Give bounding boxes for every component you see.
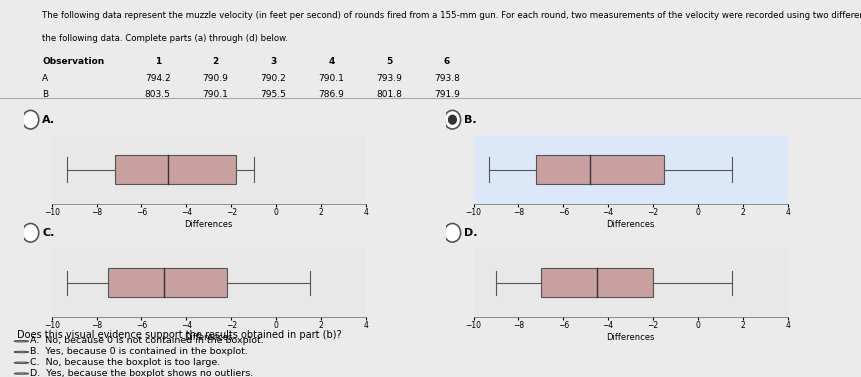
Text: 6: 6 <box>444 57 450 66</box>
Circle shape <box>14 373 28 374</box>
Text: 1: 1 <box>155 57 161 66</box>
Text: A.  No, because 0 is not contained in the boxplot.: A. No, because 0 is not contained in the… <box>30 336 263 345</box>
Circle shape <box>444 224 461 242</box>
Bar <box>536 155 665 184</box>
Text: 790.1: 790.1 <box>319 74 344 83</box>
Circle shape <box>444 110 461 129</box>
Text: 801.8: 801.8 <box>376 90 402 100</box>
Text: 793.8: 793.8 <box>434 74 460 83</box>
X-axis label: Differences: Differences <box>184 333 233 342</box>
Text: 790.1: 790.1 <box>202 90 228 100</box>
Bar <box>115 155 236 184</box>
X-axis label: Differences: Differences <box>606 333 655 342</box>
Text: 791.9: 791.9 <box>434 90 460 100</box>
Circle shape <box>14 340 28 342</box>
Text: 4: 4 <box>328 57 335 66</box>
Bar <box>108 268 226 297</box>
Text: 786.9: 786.9 <box>319 90 344 100</box>
Text: the following data. Complete parts (a) through (d) below.: the following data. Complete parts (a) t… <box>42 34 288 43</box>
Circle shape <box>22 224 39 242</box>
Text: 795.5: 795.5 <box>261 90 287 100</box>
Text: D.: D. <box>464 228 478 238</box>
Circle shape <box>14 351 28 353</box>
Circle shape <box>22 110 39 129</box>
Text: B: B <box>42 90 48 100</box>
Text: 3: 3 <box>270 57 276 66</box>
Text: B.  Yes, because 0 is contained in the boxplot.: B. Yes, because 0 is contained in the bo… <box>30 347 248 356</box>
Text: 5: 5 <box>386 57 393 66</box>
Text: A.: A. <box>42 115 55 125</box>
Text: 2: 2 <box>213 57 219 66</box>
X-axis label: Differences: Differences <box>606 219 655 228</box>
Text: A: A <box>42 74 48 83</box>
Text: 803.5: 803.5 <box>145 90 170 100</box>
X-axis label: Differences: Differences <box>184 219 233 228</box>
Circle shape <box>449 115 456 124</box>
Text: Observation: Observation <box>42 57 104 66</box>
Text: 794.2: 794.2 <box>145 74 170 83</box>
Text: Does this visual evidence support the results obtained in part (b)?: Does this visual evidence support the re… <box>17 330 342 340</box>
Text: C.  No, because the boxplot is too large.: C. No, because the boxplot is too large. <box>30 358 220 367</box>
Text: C.: C. <box>42 228 55 238</box>
Bar <box>541 268 653 297</box>
Text: 790.2: 790.2 <box>261 74 287 83</box>
Text: B.: B. <box>464 115 477 125</box>
Text: 790.9: 790.9 <box>202 74 228 83</box>
Text: The following data represent the muzzle velocity (in feet per second) of rounds : The following data represent the muzzle … <box>42 11 861 20</box>
Text: D.  Yes, because the boxplot shows no outliers.: D. Yes, because the boxplot shows no out… <box>30 369 253 377</box>
Circle shape <box>14 362 28 363</box>
Text: 793.9: 793.9 <box>376 74 402 83</box>
